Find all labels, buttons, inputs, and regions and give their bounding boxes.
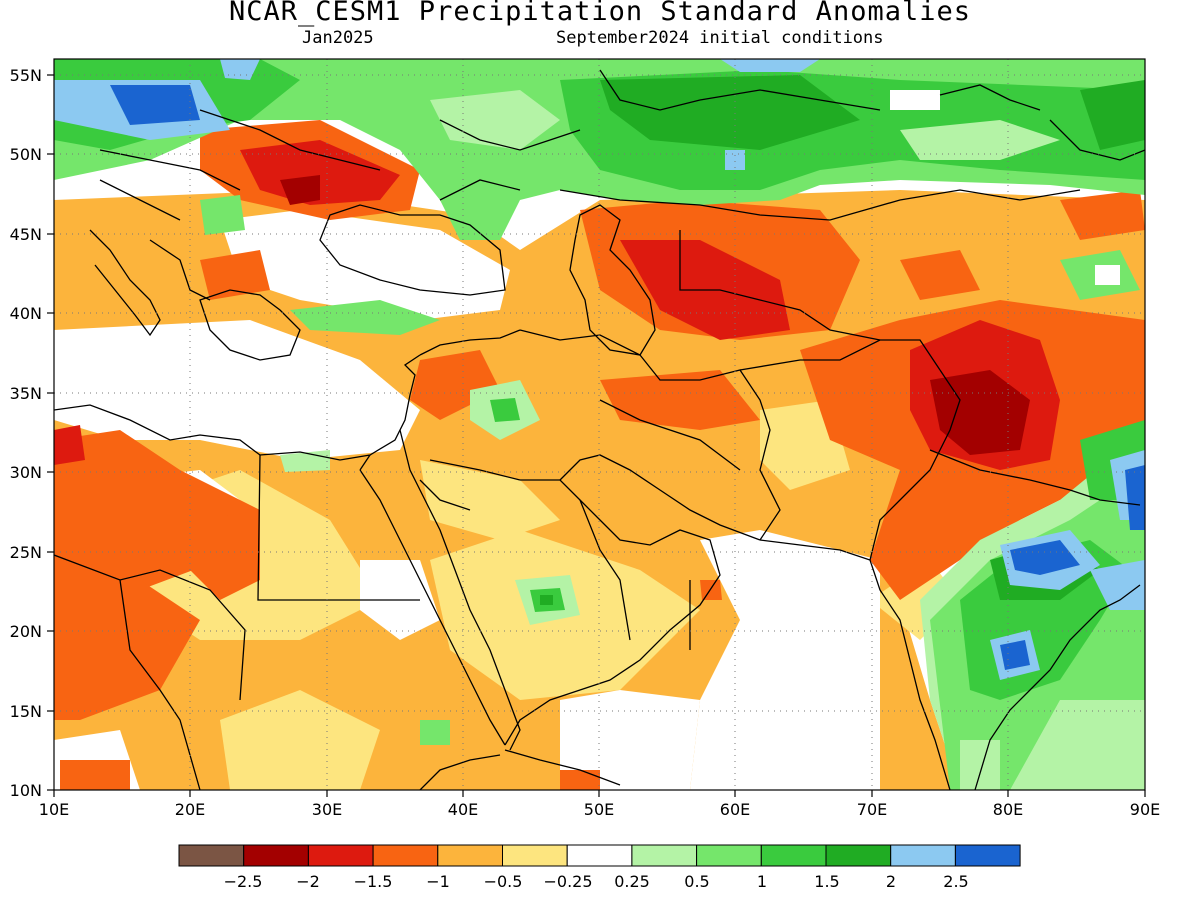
lon-label: 30E: [312, 800, 342, 819]
lat-label: 35N: [10, 384, 42, 403]
colorbar-swatch: [437, 844, 503, 867]
colorbar-swatch: [631, 844, 698, 867]
colorbar-label: 2.5: [943, 872, 968, 891]
lon-label: 40E: [448, 800, 478, 819]
colorbar: [178, 844, 1021, 867]
lat-label: 25N: [10, 543, 42, 562]
lon-label: 10E: [39, 800, 69, 819]
colorbar-swatch: [502, 844, 568, 867]
lat-label: 40N: [10, 304, 42, 323]
axis-ticks: [47, 74, 1146, 797]
colorbar-label: −0.25: [543, 872, 592, 891]
lat-label: 55N: [10, 66, 42, 85]
lon-label: 80E: [993, 800, 1023, 819]
lon-label: 50E: [584, 800, 614, 819]
colorbar-swatch: [760, 844, 827, 867]
lat-label: 30N: [10, 463, 42, 482]
latitude-labels: 55N 50N 45N 40N 35N 30N 25N 20N 15N 10N: [10, 66, 42, 800]
map-title: NCAR_CESM1 Precipitation Standard Anomal…: [229, 0, 971, 27]
lat-label: 20N: [10, 622, 42, 641]
colorbar-label: 2: [886, 872, 896, 891]
colorbar-swatch: [243, 844, 309, 867]
colorbar-swatch: [696, 844, 762, 867]
colorbar-label: 1: [757, 872, 767, 891]
lat-label: 15N: [10, 702, 42, 721]
colorbar-label: 1.5: [814, 872, 839, 891]
colorbar-label: 0.25: [614, 872, 650, 891]
colorbar-label: −1: [426, 872, 450, 891]
lon-label: 70E: [857, 800, 887, 819]
colorbar-swatch: [954, 844, 1021, 867]
target-month-label: Jan2025: [302, 28, 374, 48]
anomaly-shading: [54, 59, 1145, 790]
coastlines-and-borders: [54, 69, 1145, 790]
colorbar-label: −1.5: [354, 872, 393, 891]
colorbar-labels: −2.5 −2 −1.5 −1 −0.5 −0.25 0.25 0.5 1 1.…: [224, 872, 969, 891]
lon-label: 60E: [720, 800, 750, 819]
colorbar-swatch: [372, 844, 439, 867]
colorbar-label: −2: [296, 872, 320, 891]
colorbar-swatch: [566, 844, 633, 867]
init-conditions-label: September2024 initial conditions: [556, 28, 884, 48]
longitude-labels: 10E 20E 30E 40E 50E 60E 70E 80E 90E: [39, 800, 1160, 819]
lon-label: 20E: [175, 800, 205, 819]
colorbar-swatch: [178, 844, 245, 867]
colorbar-swatch: [890, 844, 956, 867]
lon-label: 90E: [1130, 800, 1160, 819]
colorbar-swatch: [825, 844, 892, 867]
colorbar-label: −0.5: [484, 872, 523, 891]
colorbar-swatch: [307, 844, 374, 867]
lat-label: 50N: [10, 145, 42, 164]
colorbar-label: 0.5: [684, 872, 709, 891]
lat-label: 10N: [10, 781, 42, 800]
colorbar-label: −2.5: [224, 872, 263, 891]
lat-label: 45N: [10, 225, 42, 244]
